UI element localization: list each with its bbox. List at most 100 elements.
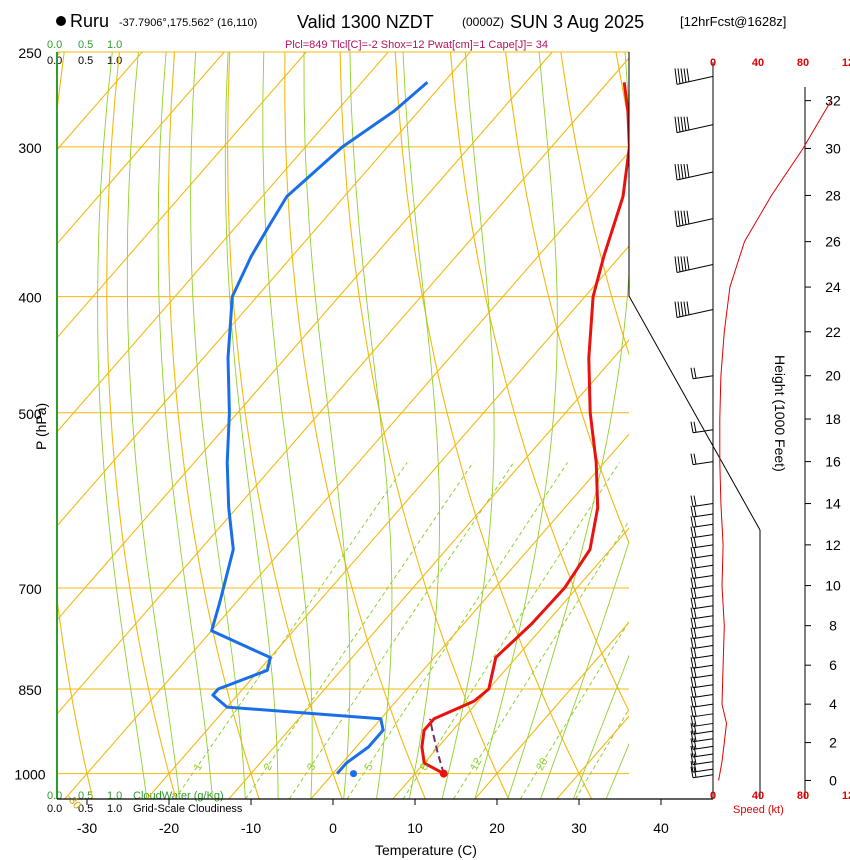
pressure-tick-label: 400: [18, 290, 42, 306]
speed-axis-label: 0: [710, 790, 716, 802]
dry-adiabat-line: [615, 52, 629, 124]
height-tick-label: 10: [825, 578, 841, 594]
wind-barb: [690, 505, 714, 518]
isotherm-line: [474, 621, 629, 799]
mixing-ratio-line: [288, 462, 515, 799]
isotherm-line: [57, 52, 553, 621]
y-axis-label: P (hPa): [33, 403, 49, 450]
surface-temperature-point: [439, 769, 448, 778]
height-tick-label: 18: [825, 411, 841, 427]
location-coords: -37.7906°,175.562° (16,110): [119, 17, 257, 29]
wind-barb-feather: [690, 627, 694, 639]
wind-barb-feather: [690, 637, 694, 649]
wind-barb-feather: [693, 666, 697, 678]
height-tick-label: 22: [825, 324, 841, 340]
wind-barb-feather: [693, 617, 697, 629]
dry-adiabat-line: [505, 52, 629, 545]
wind-barb-feather: [677, 210, 681, 227]
isotherms: [57, 52, 629, 799]
moist-adiabat-line: [474, 52, 558, 799]
wind-barb-feather: [677, 163, 681, 180]
wind-barb-feather: [690, 766, 694, 778]
wind-barb-feather: [693, 686, 697, 697]
pressure-tick-labels: 250 300 400 500 700 850 1000: [14, 45, 45, 783]
mixing-ratio-label: 2: [262, 761, 275, 772]
mixing-ratio-line: [245, 462, 474, 799]
wind-barb-feather: [690, 761, 694, 773]
height-tick-label: 6: [829, 657, 837, 673]
height-tick-label: 0: [829, 772, 837, 788]
moist-adiabats: [97, 52, 850, 799]
wind-barb-feather: [690, 547, 694, 559]
x-tick-label: -10: [241, 820, 261, 836]
dry-adiabats: [57, 52, 629, 799]
wind-barb: [690, 567, 714, 579]
wind-barb-feather: [693, 597, 697, 609]
wind-barb-feather: [690, 421, 694, 433]
wind-barb: [690, 516, 714, 528]
wind-barb-feather: [690, 367, 694, 379]
wind-barb-feather: [677, 68, 681, 84]
moist-adiabat-line: [224, 52, 279, 799]
line-labels: -301 2 3 5 8 12 20: [64, 756, 551, 812]
moist-adiabat-line: [507, 52, 629, 799]
cloud-water-tick: 1.0: [107, 39, 122, 51]
pressure-tick-label: 250: [18, 45, 42, 61]
wind-speed-profile: [718, 100, 832, 781]
moist-adiabat-line: [349, 52, 393, 799]
wind-barb: [690, 607, 714, 620]
cloudiness-label: Grid-Scale Cloudiness: [133, 803, 243, 815]
wind-barb-shaft: [692, 461, 714, 466]
dry-adiabat-line: [560, 52, 629, 357]
wind-barb-feather: [690, 657, 694, 669]
wind-barb: [690, 753, 714, 766]
wind-barb-shaft: [692, 544, 714, 549]
wind-barb-feather: [690, 696, 694, 708]
height-tick-label: 30: [825, 140, 841, 156]
isotherm-line: [57, 52, 471, 527]
wind-barb-feather: [690, 557, 694, 569]
surface-dewpoint-point: [350, 770, 357, 778]
isotherm-line: [310, 433, 629, 799]
dry-adiabat-line: [57, 52, 94, 799]
wind-barb-shaft: [692, 513, 714, 518]
wind-barb-shaft: [692, 703, 714, 708]
wind-barb-shaft: [692, 693, 714, 698]
wind-speed-line: [718, 100, 832, 781]
x-tick-label: -20: [159, 820, 179, 836]
zulu-time: (0000Z): [462, 15, 504, 29]
wind-barb: [690, 676, 714, 689]
wind-barb-feather: [680, 256, 684, 272]
mixing-ratio-label: 12: [468, 756, 485, 773]
wind-barb-feather: [683, 116, 687, 131]
wind-barb-feather: [693, 730, 697, 742]
wind-barb: [690, 696, 714, 708]
isotherm-line: [57, 52, 307, 339]
isotherm-line: [57, 52, 225, 245]
moist-adiabat-line: [639, 52, 850, 799]
height-axis-label: Height (1000 Feet): [772, 355, 788, 472]
wind-barb-shaft: [692, 761, 714, 766]
wind-barb: [690, 547, 714, 559]
wind-barb-feather: [686, 301, 690, 316]
wind-speed-axis: 00404080801212: [710, 57, 850, 802]
wind-barb-feather: [690, 753, 694, 765]
mixing-ratio-label: 8: [418, 761, 431, 772]
height-tick-label: 24: [825, 279, 841, 295]
dry-adiabat-line: [167, 52, 260, 799]
wind-barb-shaft: [692, 564, 714, 569]
wind-barb: [690, 577, 714, 590]
wind-barb: [690, 526, 714, 539]
wind-barb: [674, 210, 714, 228]
wind-barb-feather: [690, 505, 694, 518]
parcel-params: Plcl=849 Tlcl[C]=-2 Shox=12 Pwat[cm]=1 C…: [285, 39, 548, 51]
wind-barb-feather: [686, 68, 690, 83]
cloudiness-tick: 0.0: [47, 803, 62, 815]
wind-barb-feather: [690, 453, 694, 465]
dry-adiabat-line: [449, 52, 629, 713]
wind-barb: [690, 627, 714, 640]
wind-barb: [690, 637, 714, 650]
wind-barb-feather: [693, 738, 697, 749]
